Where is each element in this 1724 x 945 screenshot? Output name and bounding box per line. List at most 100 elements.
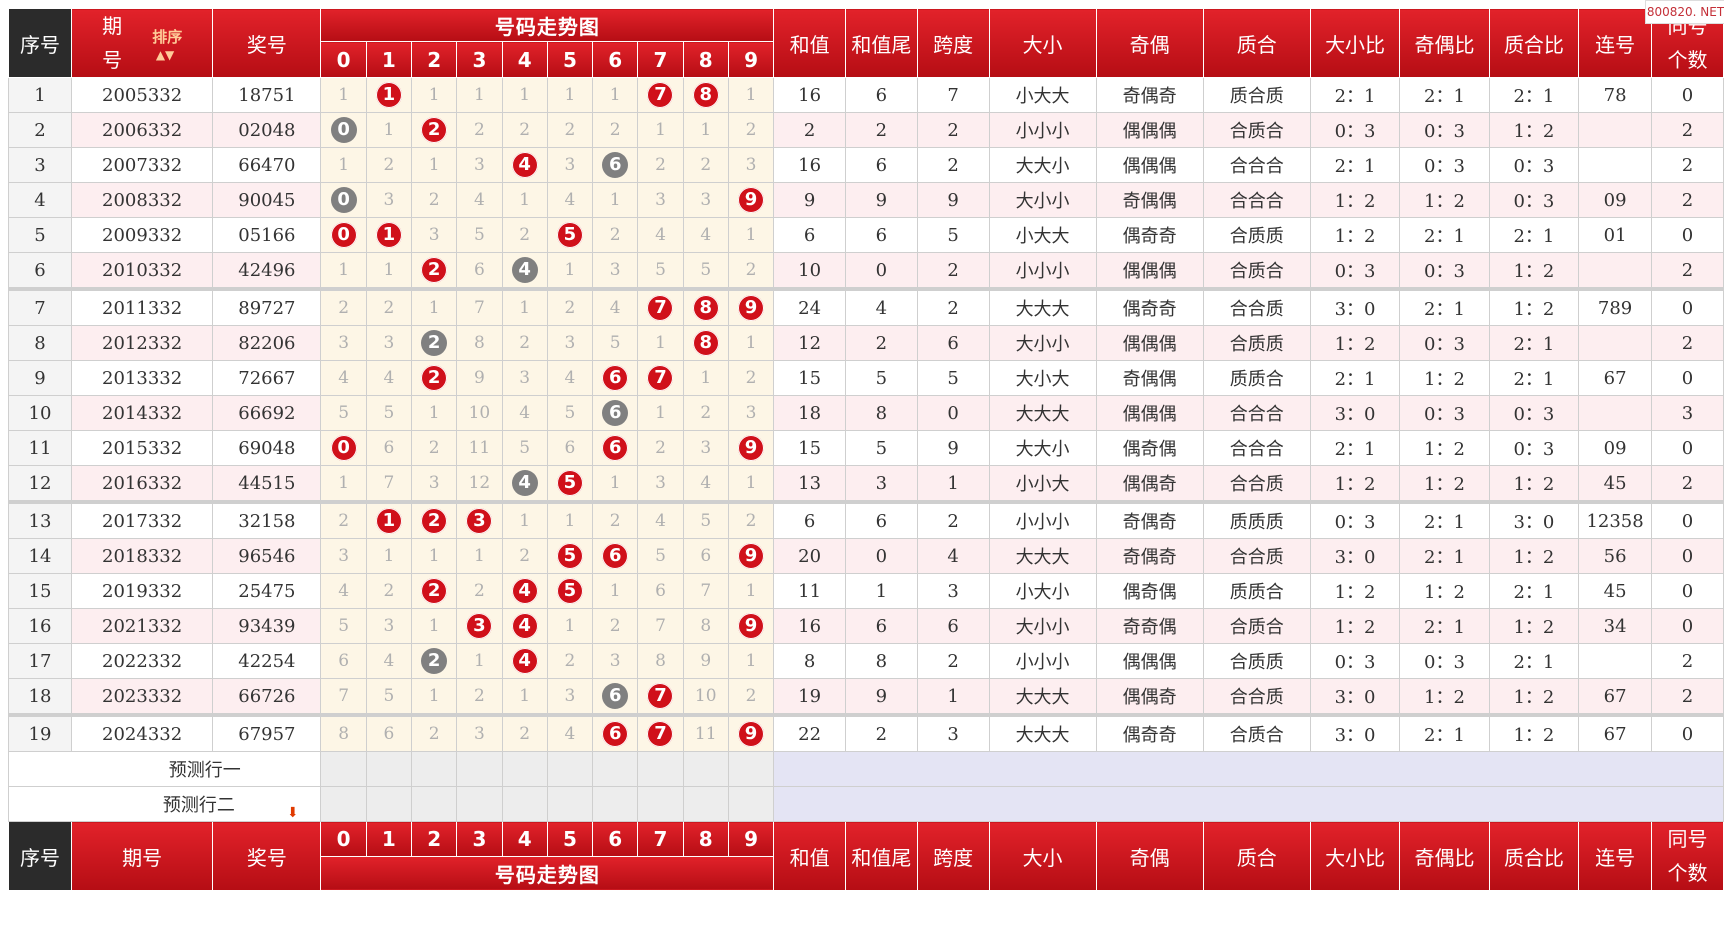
trend-cell-9: 2 bbox=[727, 500, 775, 539]
row-parity: 偶奇偶 bbox=[1095, 573, 1204, 609]
table-row[interactable]: 11 2015332 69048 0 6 2 11 5 6 6 2 3 9 15 5 9 大大小 偶奇偶 合合合 2：… bbox=[8, 430, 1724, 466]
table-row[interactable]: 18 2023332 66726 7 5 1 2 1 3 6 7 10 2 19 9 1 大大大 偶偶奇 合合质 3：… bbox=[8, 678, 1724, 716]
row-size: 大大大 bbox=[988, 287, 1097, 326]
predict-2-digit-cell-3[interactable] bbox=[456, 786, 503, 822]
predict-1-digit-cell-4[interactable] bbox=[501, 751, 548, 787]
predict-1-digit-cell-7[interactable] bbox=[637, 751, 684, 787]
predict-row-1[interactable]: 预测行一 bbox=[7, 751, 1724, 787]
predict-2-digit-cell-1[interactable] bbox=[365, 786, 413, 822]
trend-cell-0: 0 bbox=[320, 430, 367, 466]
trend-cell-6: 1 bbox=[592, 182, 639, 218]
predict-1-digit-cell-8[interactable] bbox=[682, 751, 729, 787]
row-period: 2007332 bbox=[70, 147, 214, 183]
table-row[interactable]: 19 2024332 67957 8 6 2 3 2 4 6 7 11 9 22 2 3 大大大 偶奇奇 合质合 3：… bbox=[8, 713, 1724, 752]
row-size-ratio: 0：3 bbox=[1309, 112, 1401, 148]
trend-cell-9: 9 bbox=[727, 287, 775, 326]
trend-cell-4: 4 bbox=[501, 573, 548, 609]
trend-cell-3: 10 bbox=[456, 395, 503, 431]
table-row[interactable]: 7 2011332 89727 2 2 1 7 1 2 4 7 8 9 24 4 2 大大大 偶奇奇 合合质 3：0 2… bbox=[8, 287, 1724, 326]
table-row[interactable]: 9 2013332 72667 4 4 2 9 3 4 6 7 1 2 15 5 5 大小大 奇偶偶 质质合 2：1 1… bbox=[8, 360, 1724, 396]
trend-cell-1: 1 bbox=[365, 252, 413, 290]
predict-2-digit-cell-2[interactable] bbox=[411, 786, 458, 822]
row-consec: 56 bbox=[1578, 538, 1653, 574]
row-span: 2 bbox=[916, 500, 990, 539]
header-period[interactable]: 期号 排序 ▲▼ bbox=[70, 8, 214, 78]
down-arrow-icon[interactable]: ⬇ bbox=[286, 805, 299, 821]
row-seq: 2 bbox=[8, 112, 72, 148]
predict-2-digit-cell-8[interactable] bbox=[682, 786, 729, 822]
row-size-ratio: 3：0 bbox=[1309, 678, 1401, 716]
table-row[interactable]: 14 2018332 96546 3 1 1 1 2 5 6 5 6 9 20 0 4 大大大 奇偶奇 合合质 3：0… bbox=[8, 538, 1724, 574]
trend-cell-1: 4 bbox=[365, 360, 413, 396]
trend-cell-7: 1 bbox=[637, 325, 684, 361]
table-row[interactable]: 13 2017332 32158 2 1 2 3 1 1 2 4 5 2 6 6 2 小小小 奇偶奇 质质质 0：3 2… bbox=[8, 500, 1724, 539]
row-sum: 2 bbox=[773, 112, 846, 148]
table-row[interactable]: 17 2022332 42254 6 4 2 1 4 2 3 8 9 1 8 8 2 小小小 偶偶偶 合质质 0：3 0… bbox=[8, 643, 1724, 679]
row-prime: 合质合 bbox=[1202, 713, 1311, 752]
table-row[interactable]: 3 2007332 66470 1 2 1 3 4 3 6 2 2 3 16 6 2 大大小 偶偶偶 合合合 2：1 0… bbox=[8, 147, 1724, 183]
predict-1-digit-cell-0[interactable] bbox=[320, 751, 367, 787]
row-sum-tail: 6 bbox=[844, 500, 918, 539]
predict-2-digit-cell-7[interactable] bbox=[637, 786, 684, 822]
trend-cell-9: 2 bbox=[727, 678, 775, 716]
trend-cell-8: 10 bbox=[682, 678, 729, 716]
predict-2-digit-cell-5[interactable] bbox=[546, 786, 594, 822]
trend-cell-8: 5 bbox=[682, 252, 729, 290]
trend-cell-7: 8 bbox=[637, 643, 684, 679]
table-row[interactable]: 2 2006332 02048 0 1 2 2 2 2 2 1 1 2 2 2 2 小小小 偶偶偶 合质合 0：3 0：… bbox=[8, 112, 1724, 148]
number-ball: 2 bbox=[421, 648, 448, 674]
trend-cell-4: 1 bbox=[501, 287, 548, 326]
row-prime: 合合质 bbox=[1202, 287, 1311, 326]
footer-trend-title: 号码走势图 bbox=[320, 855, 775, 891]
trend-cell-1: 4 bbox=[365, 643, 413, 679]
predict-2-digit-cell-0[interactable] bbox=[320, 786, 367, 822]
trend-cell-5: 1 bbox=[546, 77, 594, 113]
table-row[interactable]: 15 2019332 25475 4 2 2 2 4 5 1 6 7 1 11 1 3 小大小 偶奇偶 质质合 1：2… bbox=[8, 573, 1724, 609]
trend-cell-9: 9 bbox=[727, 713, 775, 752]
predict-1-digit-cell-2[interactable] bbox=[411, 751, 458, 787]
predict-1-digit-cell-9[interactable] bbox=[727, 751, 775, 787]
row-seq: 1 bbox=[8, 77, 72, 113]
number-ball: 9 bbox=[738, 295, 765, 321]
row-consec bbox=[1578, 395, 1653, 431]
row-sum: 24 bbox=[773, 287, 846, 326]
row-sum-tail: 2 bbox=[844, 713, 918, 752]
row-size: 大大小 bbox=[988, 430, 1097, 466]
table-row[interactable]: 4 2008332 90045 0 3 2 4 1 4 1 3 3 9 9 9 9 大小小 奇偶偶 合合合 1：2 1：… bbox=[8, 182, 1724, 218]
table-row[interactable]: 10 2014332 66692 5 5 1 10 4 5 6 1 2 3 18 8 0 大大大 偶偶偶 合合合 3：… bbox=[8, 395, 1724, 431]
predict-1-analysis-area bbox=[773, 751, 1724, 787]
row-sum-tail: 4 bbox=[844, 287, 918, 326]
trend-cell-1: 3 bbox=[365, 608, 413, 644]
sort-label[interactable]: 排序 bbox=[152, 28, 183, 46]
predict-1-digit-cell-6[interactable] bbox=[592, 751, 639, 787]
table-row[interactable]: 5 2009332 05166 0 1 3 5 2 5 2 4 4 1 6 6 5 小大大 偶奇奇 合质质 1：2 2：… bbox=[8, 217, 1724, 253]
sort-arrows-icon[interactable]: ▲▼ bbox=[155, 48, 175, 62]
row-span: 2 bbox=[916, 287, 990, 326]
predict-2-digit-cell-6[interactable] bbox=[592, 786, 639, 822]
trend-cell-5: 4 bbox=[546, 713, 594, 752]
table-row[interactable]: 8 2012332 82206 3 3 2 8 2 3 5 1 8 1 12 2 6 大小小 偶偶偶 合质质 1：2 0… bbox=[8, 325, 1724, 361]
row-prime-ratio: 1：2 bbox=[1488, 713, 1580, 752]
table-row[interactable]: 16 2021332 93439 5 3 1 3 4 1 2 7 8 9 16 6 6 大小小 奇奇偶 合质合 1：2… bbox=[8, 608, 1724, 644]
table-row[interactable]: 12 2016332 44515 1 7 3 12 4 5 1 3 4 1 13 3 1 小小大 偶偶奇 合合质 1：… bbox=[8, 465, 1724, 503]
trend-cell-8: 3 bbox=[682, 182, 729, 218]
footer-same-line2: 个数 bbox=[1667, 861, 1708, 885]
predict-row-2[interactable]: 预测行二 ⬇ bbox=[7, 786, 1724, 822]
row-prime: 合质质 bbox=[1202, 325, 1311, 361]
row-parity: 偶偶奇 bbox=[1095, 678, 1204, 716]
predict-1-digit-cell-1[interactable] bbox=[365, 751, 413, 787]
trend-cell-8: 5 bbox=[682, 500, 729, 539]
predict-2-digit-cell-4[interactable] bbox=[501, 786, 548, 822]
predict-2-digit-cell-9[interactable] bbox=[727, 786, 775, 822]
predict-1-digit-cell-3[interactable] bbox=[456, 751, 503, 787]
table-row[interactable]: 6 2010332 42496 1 1 2 6 4 1 3 5 5 2 10 0 2 小小小 偶偶偶 合质合 0：3 0… bbox=[8, 252, 1724, 290]
footer-sum-tail-label: 和值尾 bbox=[851, 845, 912, 870]
row-parity-ratio: 2：1 bbox=[1399, 217, 1490, 253]
row-parity: 偶奇奇 bbox=[1095, 713, 1204, 752]
trend-cell-3: 1 bbox=[456, 77, 503, 113]
number-ball: 1 bbox=[375, 82, 402, 108]
predict-1-digit-cell-5[interactable] bbox=[546, 751, 594, 787]
row-size-ratio: 2：1 bbox=[1309, 77, 1401, 113]
table-row[interactable]: 1 2005332 18751 1 1 1 1 1 1 1 7 8 1 16 6 7 小大大 奇偶奇 质合质 2：1 2… bbox=[8, 77, 1724, 113]
trend-cell-3: 12 bbox=[456, 465, 503, 503]
